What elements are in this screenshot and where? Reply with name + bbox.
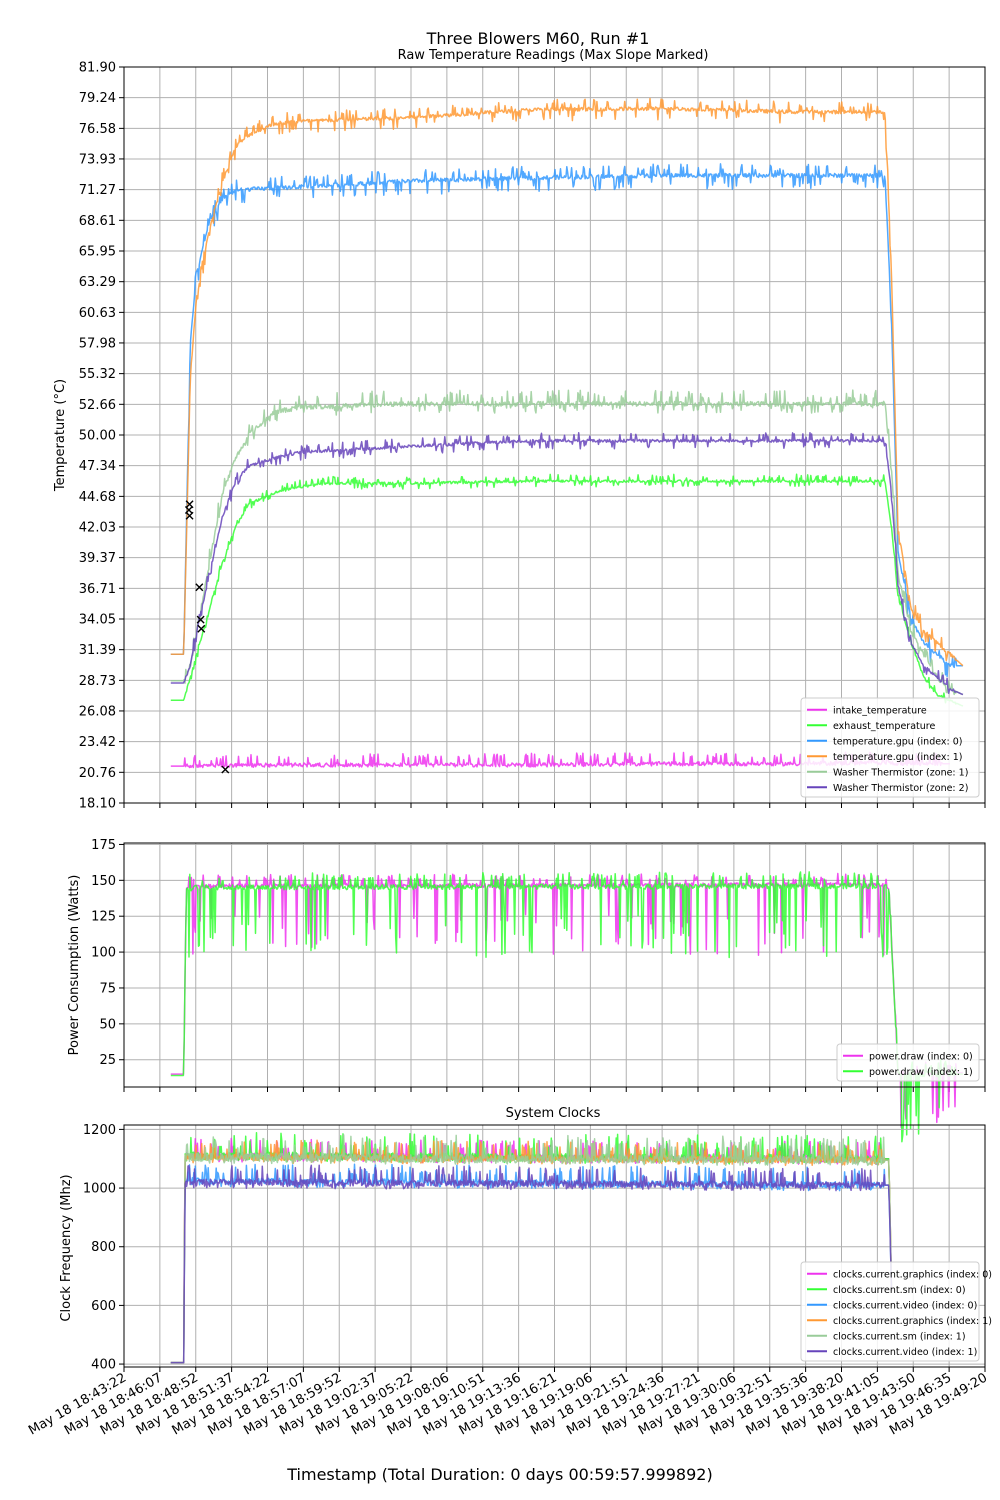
plot-frame <box>123 66 986 804</box>
series-line <box>170 1132 893 1364</box>
plot-frame <box>123 1124 986 1368</box>
legend-box <box>836 1043 980 1082</box>
legend-entry: power.draw (index: 0) <box>869 1051 973 1062</box>
y-tick-label: 1000 <box>83 1182 116 1197</box>
y-tick-label: 73.93 <box>79 152 116 167</box>
y-tick-label: 39.37 <box>79 551 116 566</box>
y-tick-label: 81.90 <box>79 61 116 76</box>
chart-panel-1: 18.10 20.76 23.42 26.08 28.73 31.39 34.05 36.71… <box>79 61 986 812</box>
series-line <box>170 389 964 696</box>
y-tick-label: 47.34 <box>79 459 116 474</box>
x-axis-label: Timestamp (Total Duration: 0 days 00:59:… <box>286 1465 712 1484</box>
chart-legend: power.draw (index: 0) power.draw (index: … <box>836 1043 980 1082</box>
y-tick-label: 79.24 <box>79 91 116 106</box>
legend-entry: clocks.current.sm (index: 0) <box>833 1285 966 1296</box>
y-tick-label: 50.00 <box>79 429 116 444</box>
series-line <box>170 872 963 1128</box>
legend-entry: clocks.current.graphics (index: 0) <box>833 1269 992 1280</box>
max-slope-marker <box>196 615 205 624</box>
y-tick-label: 1200 <box>83 1123 116 1138</box>
y-tick-label: 125 <box>91 910 116 925</box>
y-tick-label: 68.61 <box>79 214 116 229</box>
series-line <box>170 97 964 667</box>
y-tick-label: 26.08 <box>79 704 116 719</box>
legend-entry: clocks.current.sm (index: 1) <box>833 1331 966 1342</box>
y-tick-label: 18.10 <box>79 797 116 812</box>
legend-box <box>800 1261 980 1362</box>
figure-suptitle: Three Blowers M60, Run #1 <box>426 29 650 48</box>
legend-entry: temperature.gpu (index: 1) <box>833 752 963 763</box>
y-tick-label: 25 <box>99 1053 116 1068</box>
y-tick-label: 52.66 <box>79 398 116 413</box>
y-tick-label: 28.73 <box>79 674 116 689</box>
y-tick-label: 65.95 <box>79 245 116 260</box>
legend-entry: exhaust_temperature <box>833 721 935 732</box>
y-tick-label: 800 <box>91 1240 116 1255</box>
panel3-title: System Clocks <box>506 1106 601 1121</box>
series-line <box>170 1134 893 1364</box>
y-tick-label: 60.63 <box>79 306 116 321</box>
y-tick-label: 31.39 <box>79 643 116 658</box>
y-tick-label: 600 <box>91 1299 116 1314</box>
legend-entry: Washer Thermistor (zone: 2) <box>833 783 968 794</box>
panel1-title: Raw Temperature Readings (Max Slope Mark… <box>398 48 709 63</box>
max-slope-marker <box>221 765 230 774</box>
y-tick-label: 44.68 <box>79 490 116 505</box>
legend-entry: Washer Thermistor (zone: 1) <box>833 767 968 778</box>
y-tick-label: 63.29 <box>79 275 116 290</box>
y-tick-label: 50 <box>99 1017 116 1032</box>
series-line <box>170 1163 893 1364</box>
y-tick-label: 100 <box>91 946 116 961</box>
panel1-ylabel: Temperature (°C) <box>53 379 68 492</box>
y-tick-label: 20.76 <box>79 766 116 781</box>
y-tick-label: 55.32 <box>79 367 116 382</box>
series-line <box>170 871 963 1143</box>
y-tick-label: 76.58 <box>79 122 116 137</box>
chart-legend: intake_temperature exhaust_temperaturetem… <box>800 697 980 798</box>
legend-box <box>800 697 980 798</box>
y-tick-label: 75 <box>99 981 116 996</box>
series-line <box>170 431 964 696</box>
max-slope-marker <box>197 624 206 633</box>
legend-entry: clocks.current.video (index: 0) <box>833 1300 977 1311</box>
y-tick-label: 57.98 <box>79 336 116 351</box>
y-tick-label: 34.05 <box>79 613 116 628</box>
plot-frame <box>123 842 986 1088</box>
y-tick-label: 400 <box>91 1358 116 1373</box>
panel2-ylabel: Power Consumption (Watts) <box>67 875 82 1056</box>
max-slope-marker <box>185 511 194 520</box>
series-line <box>170 1164 893 1364</box>
max-slope-marker <box>195 583 204 592</box>
y-tick-label: 23.42 <box>79 735 116 750</box>
y-tick-label: 71.27 <box>79 183 116 198</box>
legend-entry: intake_temperature <box>833 705 927 716</box>
y-tick-label: 150 <box>91 874 116 889</box>
legend-entry: power.draw (index: 1) <box>869 1067 973 1078</box>
panel3-ylabel: Clock Frequency (Mhz) <box>59 1174 74 1321</box>
series-line <box>170 473 964 707</box>
series-line <box>170 163 963 678</box>
chart-panel-3: 400 600 800 1000 1200 clocks.current.graphics… <box>83 1123 992 1373</box>
legend-entry: clocks.current.graphics (index: 1) <box>833 1316 992 1327</box>
chart-legend: clocks.current.graphics (index: 0) clocks… <box>800 1261 992 1362</box>
y-tick-label: 36.71 <box>79 582 116 597</box>
y-tick-label: 42.03 <box>79 520 116 535</box>
y-tick-label: 175 <box>91 838 116 853</box>
legend-entry: temperature.gpu (index: 0) <box>833 736 963 747</box>
legend-entry: clocks.current.video (index: 1) <box>833 1347 977 1358</box>
